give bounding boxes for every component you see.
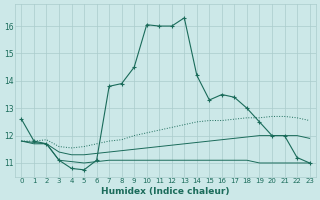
X-axis label: Humidex (Indice chaleur): Humidex (Indice chaleur)	[101, 187, 230, 196]
